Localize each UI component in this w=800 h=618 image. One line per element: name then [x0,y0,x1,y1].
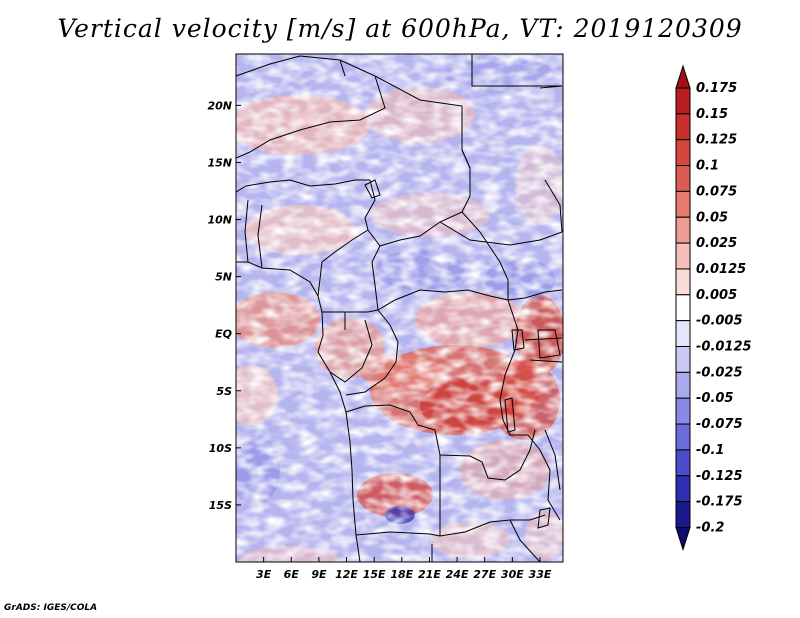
colorbar-bin [675,190,691,218]
y-tick-label: 15S [209,499,232,512]
colorbar-label: -0.2 [696,520,724,535]
colorbar-label: 0.0125 [696,262,746,277]
x-tick-label: 9E [311,568,327,581]
colorbar-arrow-top [675,64,691,89]
colorbar-bin [675,449,691,477]
colorbar-label: 0.005 [696,288,737,303]
latitude-axis: 20N 15N 10N 5N EQ 5S 10S 15S [207,99,241,512]
velocity-field [236,54,563,562]
colorbar-label: -0.025 [696,365,743,380]
x-tick-label: 15E [363,568,386,581]
colorbar-label: 0.15 [696,107,728,122]
colorbar-bin [675,397,691,425]
x-tick-label: 21E [418,568,441,581]
colorbar-label: -0.05 [696,391,733,406]
colorbar-label: -0.175 [696,495,743,510]
colorbar-bin [675,268,691,296]
colorbar-bin [675,501,691,528]
colorbar-bin [675,242,691,270]
map-title: Vertical velocity [m/s] at 600hPa, VT: 2… [57,14,743,43]
x-tick-label: 18E [390,568,413,581]
colorbar-bin [675,165,691,192]
colorbar-bin [675,87,691,115]
colorbar-bin [675,475,691,503]
colorbar-bin [675,216,691,244]
y-tick-label: 20N [207,99,232,112]
x-tick-label: 12E [335,568,358,581]
colorbar-label: -0.125 [696,469,743,484]
colorbar-bin [675,113,691,141]
colorbar-bin [675,423,691,451]
x-tick-label: 27E [473,568,496,581]
y-tick-label: 5S [216,385,232,398]
colorbar-bin [675,320,691,347]
y-tick-label: 10N [207,214,232,227]
y-tick-label: 15N [207,156,232,169]
grads-credit: GrADS: IGES/COLA [4,603,98,613]
longitude-axis: 3E 6E 9E 12E 15E 18E 21E 24E 27E 30E 33E [256,557,552,581]
y-tick-label: EQ [215,328,232,341]
colorbar-label: -0.1 [696,443,724,458]
colorbar-arrow-bottom [675,526,691,552]
y-tick-label: 10S [209,442,232,455]
x-tick-label: 24E [446,568,469,581]
colorbar-bin [675,294,691,322]
colorbar-label: 0.05 [696,210,728,225]
colorbar: 0.175 0.15 0.125 0.1 0.075 0.05 0.025 0.0125 0.0… [675,64,752,552]
colorbar-bin [675,346,691,373]
x-tick-label: 33E [529,568,552,581]
colorbar-bin [675,371,691,399]
country-borders [236,54,563,562]
y-tick-label: 5N [215,271,232,284]
map-frame [235,53,564,563]
colorbar-label: 0.175 [696,81,737,96]
colorbar-label: 0.125 [696,133,737,148]
colorbar-label: 0.025 [696,236,737,251]
x-tick-label: 3E [256,568,272,581]
x-tick-label: 6E [284,568,300,581]
x-tick-label: 30E [501,568,524,581]
colorbar-label: -0.0125 [696,340,752,355]
colorbar-bin [675,139,691,167]
colorbar-label: 0.1 [696,159,719,174]
colorbar-label: -0.075 [696,417,743,432]
colorbar-label: 0.075 [696,184,737,199]
colorbar-label: -0.005 [696,314,743,329]
